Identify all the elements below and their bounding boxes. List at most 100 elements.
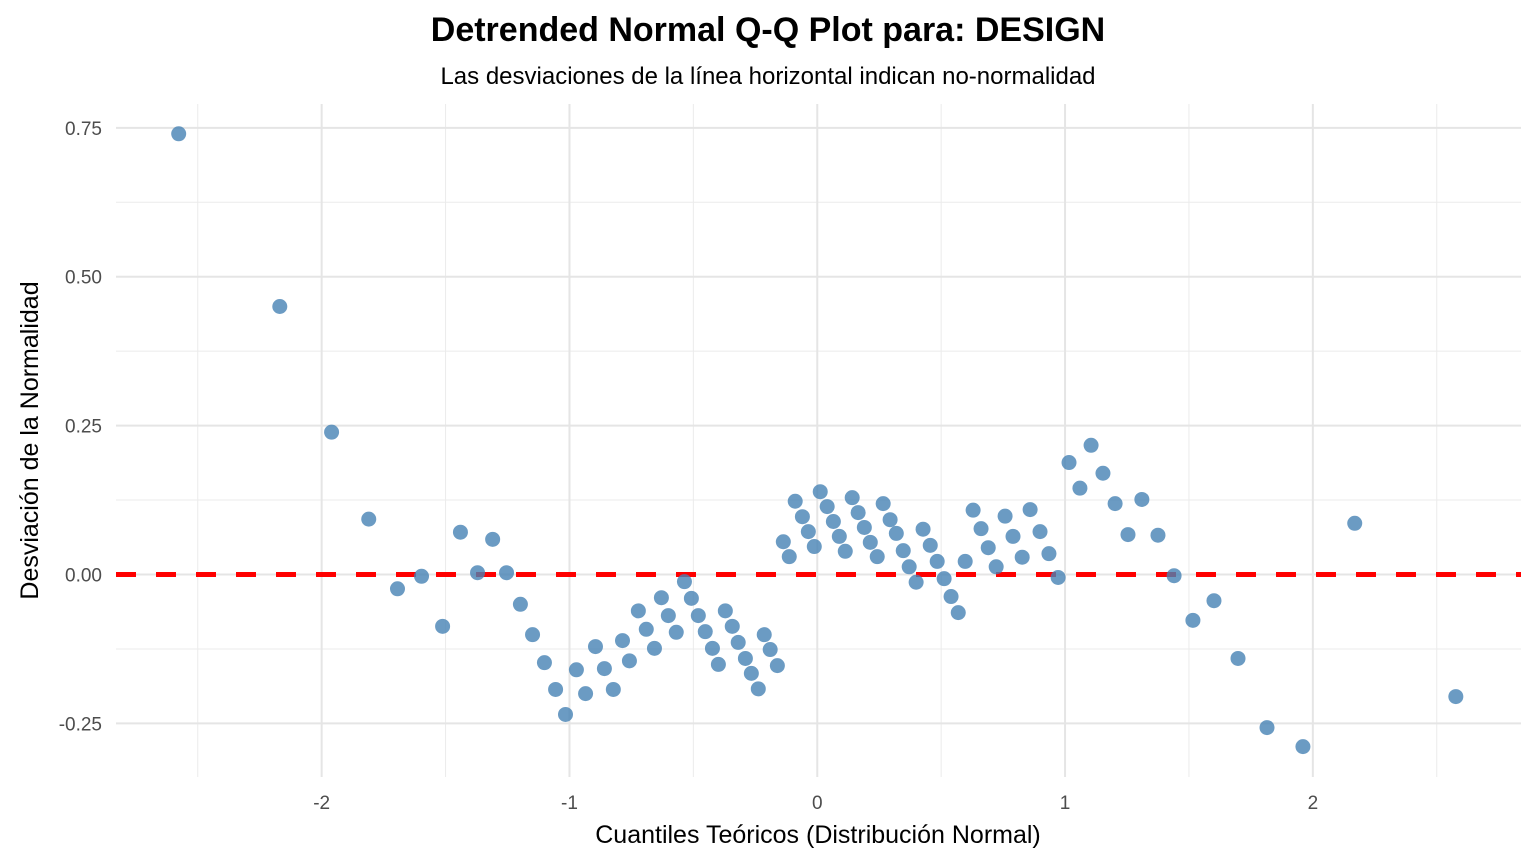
data-point: [794, 509, 810, 525]
data-point: [819, 499, 835, 515]
data-point: [965, 502, 981, 518]
x-axis-ticks: -2 -1 0 1 2: [313, 793, 1318, 814]
data-point: [452, 524, 468, 540]
data-point: [499, 565, 515, 581]
data-point: [653, 590, 669, 606]
data-point: [724, 618, 740, 634]
data-point: [756, 627, 772, 643]
data-point: [1041, 546, 1057, 562]
data-point: [901, 559, 917, 575]
data-point: [895, 543, 911, 559]
data-point: [1347, 515, 1363, 531]
x-tick-label: -2: [313, 793, 330, 814]
data-point: [743, 665, 759, 681]
data-point: [558, 706, 574, 722]
data-point: [1448, 689, 1464, 705]
data-point: [272, 298, 288, 314]
data-point: [988, 559, 1004, 575]
data-point: [957, 553, 973, 569]
data-point: [825, 513, 841, 529]
y-axis-ticks: -0.25 0.00 0.25 0.50 0.75: [59, 119, 102, 736]
data-point: [512, 596, 528, 612]
data-point: [578, 686, 594, 702]
data-point: [806, 539, 822, 555]
data-point: [882, 512, 898, 528]
data-point: [1005, 528, 1021, 544]
data-point: [775, 534, 791, 550]
data-point: [787, 493, 803, 509]
data-point: [646, 640, 662, 656]
x-axis-title: Cuantiles Teóricos (Distribución Normal): [595, 821, 1041, 849]
data-point: [1107, 496, 1123, 512]
data-point: [1259, 720, 1275, 736]
data-point: [862, 534, 878, 550]
data-point: [596, 661, 612, 677]
data-point: [435, 618, 451, 634]
data-point: [922, 537, 938, 553]
data-point: [781, 549, 797, 565]
x-tick-label: 0: [812, 793, 823, 814]
data-point: [717, 603, 733, 619]
data-point: [730, 634, 746, 650]
data-point: [1095, 465, 1111, 481]
data-point: [950, 605, 966, 621]
data-point: [800, 524, 816, 540]
data-point: [1134, 491, 1150, 507]
data-point: [1150, 527, 1166, 543]
data-point: [621, 653, 637, 669]
data-point: [630, 603, 646, 619]
y-axis-title: Desviación de la Normalidad: [16, 281, 44, 599]
data-point: [389, 581, 405, 597]
y-tick-label: 0.25: [65, 417, 102, 438]
x-tick-label: -1: [561, 793, 578, 814]
chart-title: Detrended Normal Q-Q Plot para: DESIGN: [430, 11, 1106, 49]
data-point: [1295, 739, 1311, 755]
data-point: [710, 656, 726, 672]
data-point: [997, 508, 1013, 524]
data-point: [837, 543, 853, 559]
data-point: [587, 639, 603, 655]
data-point: [660, 608, 676, 624]
data-point: [929, 553, 945, 569]
data-point: [704, 640, 720, 656]
chart-subtitle: Las desviaciones de la línea horizontal …: [440, 63, 1096, 90]
data-point: [769, 658, 785, 674]
data-point: [973, 521, 989, 537]
data-point: [485, 531, 501, 547]
data-point: [888, 525, 904, 541]
data-point: [936, 571, 952, 587]
data-point: [414, 568, 430, 584]
data-point: [697, 624, 713, 640]
data-point: [470, 565, 486, 581]
data-point: [812, 484, 828, 500]
data-point: [1032, 524, 1048, 540]
data-point: [1120, 527, 1136, 543]
data-point: [668, 624, 684, 640]
data-point: [1230, 650, 1246, 666]
y-tick-label: 0.50: [65, 268, 102, 289]
data-point: [980, 540, 996, 556]
plot-panel: [116, 104, 1521, 777]
data-point: [915, 521, 931, 537]
data-point: [908, 574, 924, 590]
data-point: [1061, 455, 1077, 471]
data-point: [568, 662, 584, 678]
y-tick-label: -0.25: [59, 714, 102, 735]
data-point: [737, 650, 753, 666]
x-tick-label: 1: [1060, 793, 1071, 814]
data-point: [850, 505, 866, 521]
data-point: [1022, 502, 1038, 518]
data-point: [1072, 480, 1088, 496]
minor-gridlines: [116, 104, 1521, 777]
data-point: [683, 590, 699, 606]
y-tick-label: 0.75: [65, 119, 102, 140]
x-tick-label: 2: [1308, 793, 1319, 814]
data-point: [361, 511, 377, 527]
data-point: [831, 528, 847, 544]
data-point: [1185, 612, 1201, 628]
data-point: [1166, 568, 1182, 584]
y-tick-label: 0.00: [65, 566, 102, 587]
data-point: [869, 549, 885, 565]
data-point: [605, 681, 621, 697]
data-point: [614, 633, 630, 649]
